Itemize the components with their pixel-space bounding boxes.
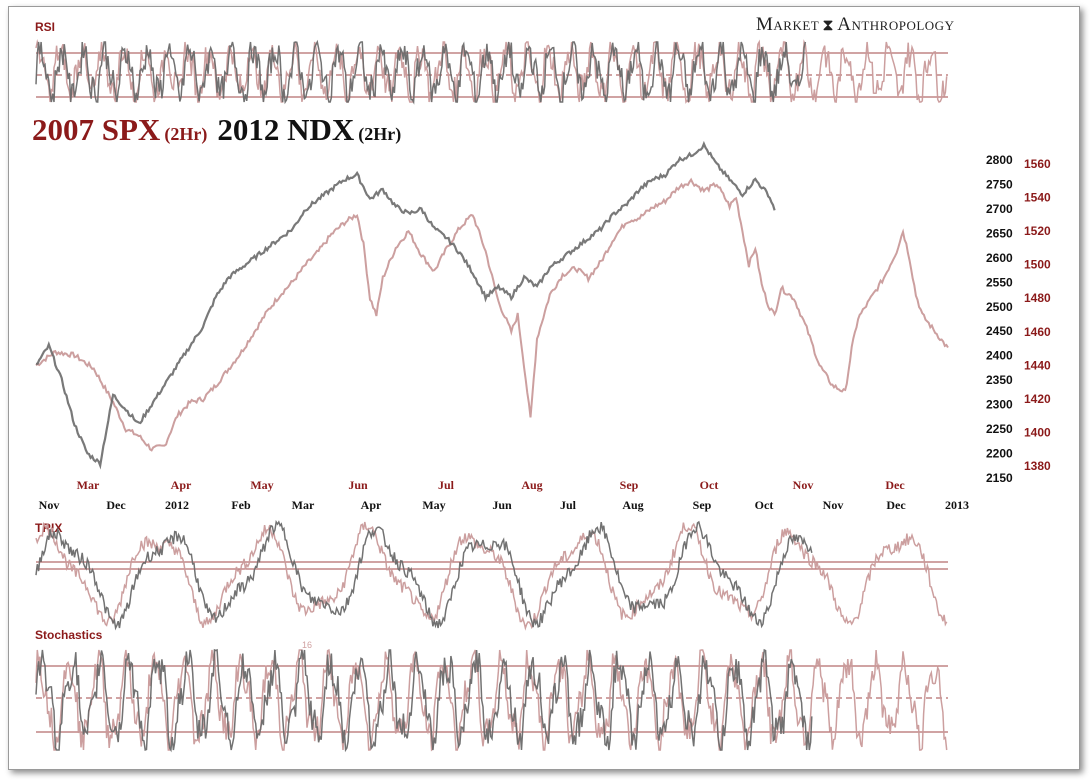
- x-tick-black-apr-5: Apr: [361, 498, 382, 512]
- y-tick-red-1500: 1500: [1024, 258, 1051, 272]
- y-tick-black-2200: 2200: [986, 447, 1013, 461]
- stochastics-label: Stochastics: [35, 628, 103, 642]
- y-tick-red-1540: 1540: [1024, 191, 1051, 205]
- y-tick-black-2550: 2550: [986, 275, 1013, 289]
- x-tick-black-feb-3: Feb: [231, 498, 251, 512]
- y-tick-red-1480: 1480: [1024, 291, 1051, 305]
- stochastics-line-spx-2007: [35, 648, 948, 752]
- y-tick-red-1400: 1400: [1024, 425, 1051, 439]
- series-line-spx-2007: [35, 177, 949, 452]
- x-tick-black-aug-9: Aug: [622, 498, 643, 512]
- x-tick-red-aug-5: Aug: [521, 478, 542, 492]
- x-tick-black-may-6: May: [422, 498, 445, 512]
- dna-icon: ⧗: [822, 17, 835, 34]
- title-series1: 2007 SPX: [32, 112, 161, 147]
- y-tick-black-2600: 2600: [986, 251, 1013, 265]
- y-tick-red-1560: 1560: [1024, 157, 1051, 171]
- y-tick-red-1460: 1460: [1024, 325, 1051, 339]
- y-tick-black-2700: 2700: [986, 202, 1013, 216]
- x-tick-red-nov-8: Nov: [793, 478, 814, 492]
- rsi-line-spx-2007: [35, 39, 948, 104]
- rsi-line-ndx-2012: [35, 39, 807, 105]
- x-tick-black-2013-14: 2013: [945, 498, 969, 512]
- title-series2-suffix: (2Hr): [358, 124, 402, 144]
- brand-logo: Market ⧗ Anthropology: [756, 14, 954, 36]
- x-tick-red-dec-9: Dec: [885, 478, 905, 492]
- y-tick-red-1520: 1520: [1024, 224, 1051, 238]
- stochastics-annotation: 16: [302, 640, 313, 650]
- brand-right: Anthropology: [837, 14, 955, 35]
- y-tick-black-2500: 2500: [986, 300, 1013, 314]
- x-tick-black-2012-2: 2012: [165, 498, 189, 512]
- x-tick-black-oct-11: Oct: [755, 498, 774, 512]
- x-tick-black-mar-4: Mar: [292, 498, 315, 512]
- x-tick-black-sep-10: Sep: [693, 498, 712, 512]
- y-tick-black-2650: 2650: [986, 226, 1013, 240]
- y-tick-black-2300: 2300: [986, 398, 1013, 412]
- x-tick-red-apr-1: Apr: [171, 478, 192, 492]
- chart-frame: [8, 6, 1080, 770]
- x-tick-red-may-2: May: [250, 478, 273, 492]
- series-line-ndx-2012: [35, 140, 776, 470]
- x-tick-red-sep-6: Sep: [620, 478, 639, 492]
- x-tick-red-jul-4: Jul: [438, 478, 455, 492]
- y-tick-red-1380: 1380: [1024, 459, 1051, 473]
- x-tick-red-mar-0: Mar: [77, 478, 100, 492]
- x-tick-black-dec-13: Dec: [886, 498, 906, 512]
- trix-line-ndx-2012: [35, 519, 813, 631]
- x-tick-black-dec-1: Dec: [106, 498, 126, 512]
- title-series2: 2012 NDX: [217, 112, 355, 147]
- x-tick-black-jun-7: Jun: [492, 498, 512, 512]
- chart-title: 2007 SPX (2Hr) 2012 NDX (2Hr): [32, 112, 401, 148]
- y-tick-black-2400: 2400: [986, 349, 1013, 363]
- x-tick-red-oct-7: Oct: [700, 478, 719, 492]
- x-tick-black-nov-12: Nov: [823, 498, 844, 512]
- y-tick-black-2450: 2450: [986, 324, 1013, 338]
- brand-left: Market: [756, 14, 820, 35]
- rsi-label: RSI: [35, 20, 56, 34]
- x-tick-red-jun-3: Jun: [348, 478, 368, 492]
- y-tick-red-1440: 1440: [1024, 358, 1051, 372]
- y-tick-black-2150: 2150: [986, 471, 1013, 485]
- title-series1-suffix: (2Hr): [164, 124, 208, 144]
- y-tick-black-2250: 2250: [986, 422, 1013, 436]
- stochastics-line-ndx-2012: [35, 648, 813, 753]
- x-tick-black-jul-8: Jul: [560, 498, 577, 512]
- x-tick-black-nov-0: Nov: [39, 498, 60, 512]
- y-tick-red-1420: 1420: [1024, 392, 1051, 406]
- y-tick-black-2750: 2750: [986, 177, 1013, 191]
- y-tick-black-2350: 2350: [986, 373, 1013, 387]
- y-tick-black-2800: 2800: [986, 153, 1013, 167]
